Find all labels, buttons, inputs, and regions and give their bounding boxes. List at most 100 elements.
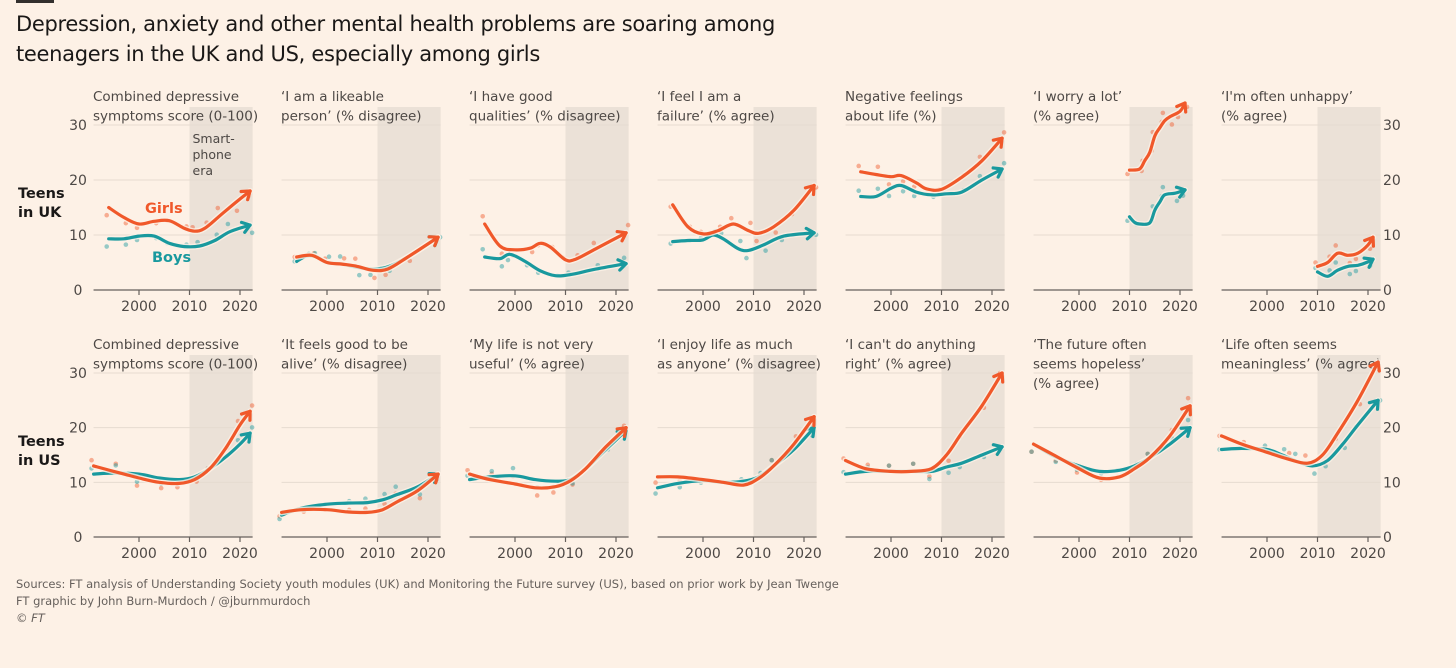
girls-arrow-head: [615, 229, 628, 243]
boys-data-point: [1029, 449, 1034, 455]
x-tick-label: 2010: [360, 299, 396, 315]
boys-data-point: [886, 463, 892, 468]
boys-data-point: [225, 221, 231, 227]
y-tick-label: 30: [1383, 118, 1401, 134]
boys-data-point: [1185, 417, 1191, 423]
y-tick-label: 0: [1383, 530, 1392, 546]
panel-title: ‘Life often seems: [1221, 337, 1337, 353]
panel-title: qualities’ (% disagree): [469, 109, 621, 125]
girls-trend-line: [671, 183, 816, 236]
girls-data-point: [480, 214, 486, 219]
girls-arrow-head: [1180, 404, 1192, 417]
panel: 2000 2010 2020 ‘I worry a lot’ (% agree): [1033, 89, 1198, 315]
x-tick-label: 2010: [924, 299, 960, 315]
girls-trend-line: [859, 136, 1004, 192]
girls-data-point: [927, 474, 932, 479]
girls-data-point: [946, 458, 951, 464]
x-tick-label: 2020: [1350, 546, 1386, 562]
panel: 2000 2010 2020 ‘My life is not very useful’ …: [465, 337, 634, 562]
panel-title: as anyone’ (% disagree): [657, 357, 821, 373]
panel: 2000 2010 2020 Negative feelings about life …: [845, 89, 1010, 315]
boys-trend-line: [1315, 257, 1375, 278]
girls-data-point: [89, 457, 94, 463]
boys-data-point: [489, 468, 495, 474]
x-tick-label: 2010: [1300, 299, 1336, 315]
boys-arrow-head: [804, 226, 816, 241]
x-tick-label: 2000: [873, 546, 909, 562]
x-tick-label: 2000: [1249, 546, 1285, 562]
girls-data-point: [551, 490, 556, 495]
y-tick-label: 20: [69, 173, 87, 189]
ft-top-rule: [16, 0, 54, 3]
boys-trend-line: [107, 223, 252, 249]
panel-title: Negative feelings: [845, 89, 963, 105]
x-tick-label: 2020: [1162, 546, 1198, 562]
boys-arrow-head: [991, 443, 1004, 456]
x-tick-label: 2000: [497, 546, 533, 562]
x-tick-label: 2020: [974, 299, 1010, 315]
girls-data-point: [234, 208, 240, 214]
panel: 2000 2010 2020 ‘I have good qualities’ (% di…: [469, 89, 634, 315]
x-tick-label: 2020: [598, 546, 634, 562]
panel-title: symptoms score (0-100): [93, 109, 258, 125]
x-tick-label: 2000: [121, 546, 157, 562]
x-tick-label: 2020: [598, 299, 634, 315]
y-tick-label: 10: [69, 475, 87, 491]
x-tick-label: 2010: [736, 299, 772, 315]
girls-trend-line: [1031, 404, 1192, 481]
panel-title: ‘I can't do anything: [845, 337, 976, 353]
girls-data-point: [1169, 122, 1175, 127]
legend-girls-label: Girls: [145, 201, 183, 217]
chart-title: Depression, anxiety and other mental hea…: [16, 12, 776, 66]
panel-title: alive’ (% disagree): [281, 357, 407, 373]
row-label: in UK: [18, 205, 62, 221]
girls-data-point: [625, 222, 631, 228]
panel-title: about life (%): [845, 109, 936, 125]
panel-title: symptoms score (0-100): [93, 357, 258, 373]
panel: 2000 2010 2020 ‘The future often seems hopel…: [1029, 337, 1198, 562]
x-tick-label: 2010: [360, 546, 396, 562]
smartphone-era-label: era: [193, 163, 214, 178]
boys-arrow-head: [1362, 256, 1375, 269]
boys-data-point: [910, 461, 916, 467]
y-tick-label: 10: [1383, 228, 1401, 244]
boys-data-point: [763, 248, 768, 253]
panel-title: seems hopeless’: [1033, 357, 1145, 373]
y-tick-label: 20: [69, 421, 87, 437]
boys-data-point: [393, 484, 399, 490]
boys-data-point: [875, 186, 881, 192]
boys-data-point: [1353, 268, 1359, 274]
girls-arrow-head: [427, 472, 440, 485]
boys-data-point: [510, 465, 516, 471]
panel-title: ‘I have good: [469, 89, 553, 105]
girls-data-point: [104, 212, 109, 218]
x-tick-label: 2020: [974, 546, 1010, 562]
x-tick-label: 2000: [1061, 546, 1097, 562]
panel: 2000 2010 2020 ‘I feel I am a failure’ (% ag…: [657, 89, 822, 315]
smartphone-era-shade: [565, 355, 629, 537]
girls-trend-line: [843, 371, 1004, 474]
x-tick-label: 2020: [1162, 299, 1198, 315]
x-tick-label: 2020: [1350, 299, 1386, 315]
x-tick-label: 2000: [685, 299, 721, 315]
x-tick-label: 2000: [309, 546, 345, 562]
boys-data-point: [113, 463, 119, 468]
smartphone-era-label: Smart-: [193, 131, 235, 146]
girls-data-point: [729, 215, 734, 221]
panel-title: useful’ (% agree): [469, 357, 585, 373]
boys-data-point: [326, 254, 332, 260]
girls-arrow-head: [239, 189, 252, 202]
panel-title: (% agree): [1221, 109, 1287, 125]
x-tick-label: 2020: [410, 299, 446, 315]
x-tick-label: 2010: [1300, 546, 1336, 562]
boys-arrow-head: [239, 431, 252, 444]
girls-data-point: [1029, 449, 1034, 455]
boys-arrow-head: [1367, 398, 1380, 411]
boys-data-point: [744, 255, 749, 261]
girls-data-point: [1160, 110, 1166, 116]
girls-data-point: [113, 461, 119, 467]
panel: 2000 2010 2020 0 10 20 30 Combined depressive sy…: [69, 89, 258, 315]
panel-title: meaningless’ (% agree): [1221, 357, 1381, 373]
